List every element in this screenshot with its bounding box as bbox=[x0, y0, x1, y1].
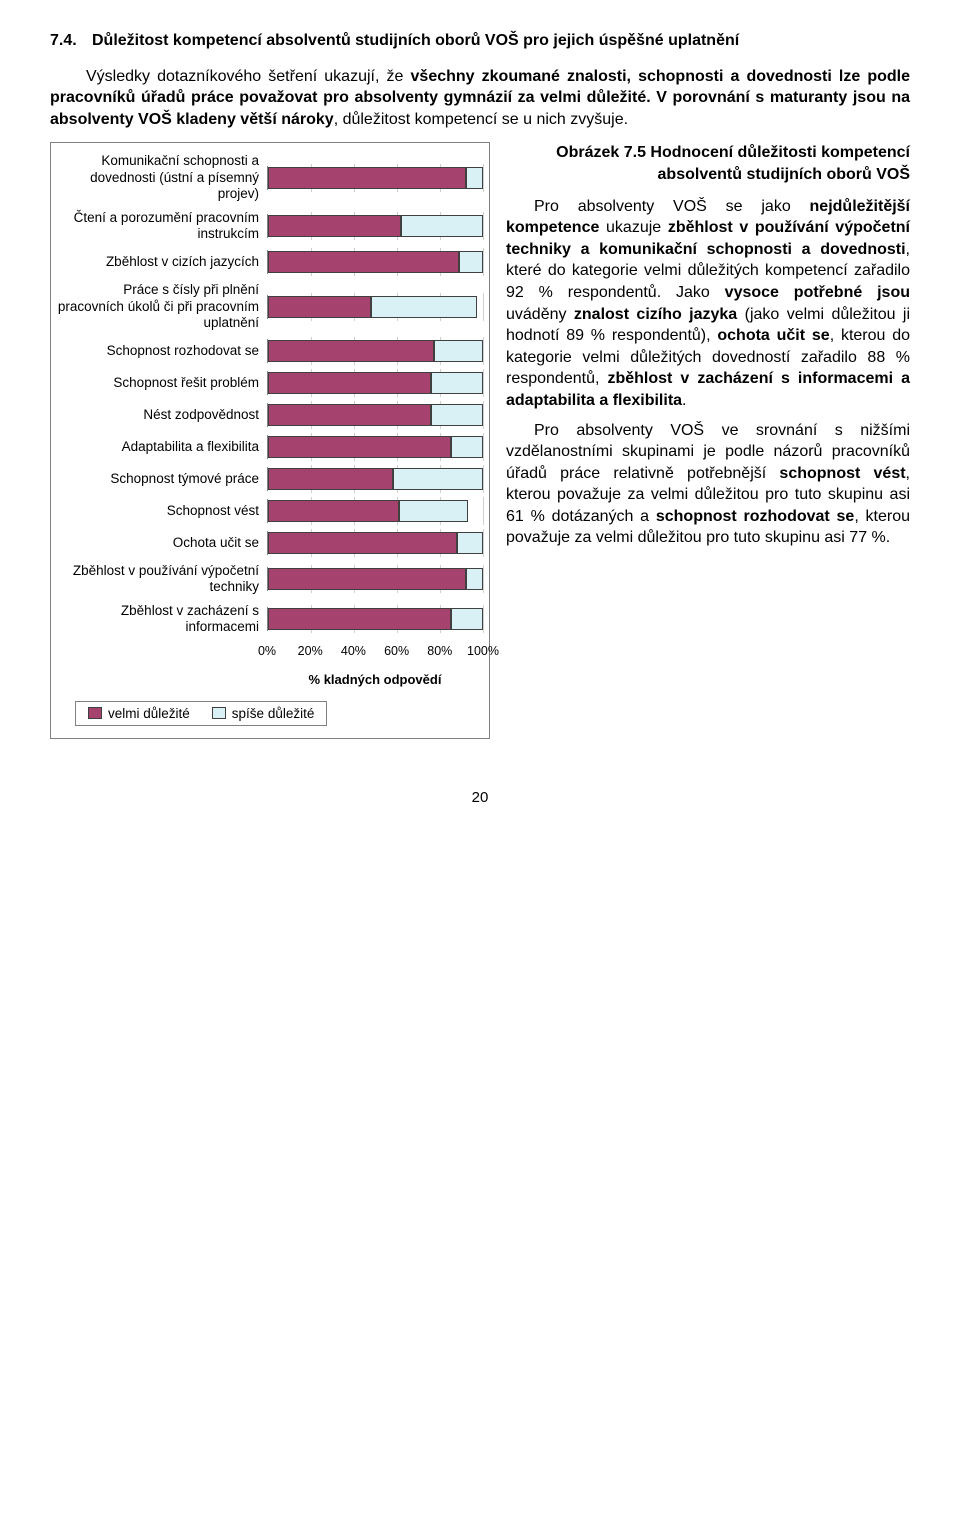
chart-row: Zběhlost v cizích jazycích bbox=[57, 250, 483, 274]
bar-segment-rather-important bbox=[431, 372, 483, 394]
chart-bar-label: Nést zodpovědnost bbox=[57, 407, 267, 423]
bar-segment-very-important bbox=[268, 532, 457, 554]
bar-segment-very-important bbox=[268, 568, 466, 590]
bar-segment-very-important bbox=[268, 340, 434, 362]
bar-segment-rather-important bbox=[393, 468, 483, 490]
chart-bar-label: Schopnost vést bbox=[57, 503, 267, 519]
axis-tick-label: 100% bbox=[467, 644, 499, 658]
bar-track bbox=[267, 435, 483, 459]
chart-row: Komunikační schopnosti a dovednosti (úst… bbox=[57, 153, 483, 202]
bar-segment-very-important bbox=[268, 608, 451, 630]
bar-track bbox=[267, 250, 483, 274]
bar-segment-rather-important bbox=[457, 532, 483, 554]
chart-legend: velmi důležité spíše důležité bbox=[57, 701, 483, 726]
page-number: 20 bbox=[50, 789, 910, 806]
legend-label: velmi důležité bbox=[108, 706, 190, 721]
chart-bar-label: Ochota učit se bbox=[57, 535, 267, 551]
chart-bar-label: Zběhlost v cizích jazycích bbox=[57, 254, 267, 270]
x-axis: 0%20%40%60%80%100% bbox=[267, 644, 483, 662]
body-paragraph-2: Pro absolventy VOŠ ve srovnání s nižšími… bbox=[506, 420, 910, 550]
chart-row: Čtení a porozumění pracovním instrukcím bbox=[57, 210, 483, 242]
chart-bar-label: Komunikační schopnosti a dovednosti (úst… bbox=[57, 153, 267, 202]
bar-track bbox=[267, 295, 483, 319]
bar-segment-very-important bbox=[268, 251, 459, 273]
chart-row: Schopnost rozhodovat se bbox=[57, 339, 483, 363]
bar-track bbox=[267, 499, 483, 523]
chart-bars: Komunikační schopnosti a dovednosti (úst… bbox=[57, 153, 483, 635]
bar-segment-very-important bbox=[268, 167, 466, 189]
x-axis-title: % kladných odpovědí bbox=[267, 672, 483, 687]
legend-swatch bbox=[212, 707, 226, 719]
bar-track bbox=[267, 339, 483, 363]
chart-row: Zběhlost v zacházení s informacemi bbox=[57, 603, 483, 635]
chart-bar-label: Čtení a porozumění pracovním instrukcím bbox=[57, 210, 267, 242]
bar-segment-very-important bbox=[268, 404, 431, 426]
chart-bar-label: Schopnost řešit problém bbox=[57, 375, 267, 391]
chart-row: Schopnost týmové práce bbox=[57, 467, 483, 491]
legend-swatch bbox=[88, 707, 102, 719]
bar-segment-very-important bbox=[268, 296, 371, 318]
chart-bar-label: Zběhlost v používání výpočetní techniky bbox=[57, 563, 267, 595]
bar-track bbox=[267, 567, 483, 591]
bar-segment-rather-important bbox=[459, 251, 483, 273]
chart-row: Práce s čísly při plnění pracovních úkol… bbox=[57, 282, 483, 331]
legend-item: velmi důležité bbox=[88, 706, 190, 721]
intro-paragraph: Výsledky dotazníkového šetření ukazují, … bbox=[50, 66, 910, 131]
chart-container: Komunikační schopnosti a dovednosti (úst… bbox=[50, 142, 490, 738]
bar-segment-very-important bbox=[268, 468, 393, 490]
section-heading: 7.4. Důležitost kompetencí absolventů st… bbox=[50, 30, 910, 52]
bar-track bbox=[267, 166, 483, 190]
chart-row: Ochota učit se bbox=[57, 531, 483, 555]
chart-bar-label: Schopnost týmové práce bbox=[57, 471, 267, 487]
chart-bar-label: Schopnost rozhodovat se bbox=[57, 343, 267, 359]
bar-segment-rather-important bbox=[399, 500, 468, 522]
bar-segment-rather-important bbox=[431, 404, 483, 426]
chart-row: Schopnost řešit problém bbox=[57, 371, 483, 395]
heading-text: Důležitost kompetencí absolventů studijn… bbox=[92, 30, 910, 52]
bar-track bbox=[267, 607, 483, 631]
bar-segment-rather-important bbox=[371, 296, 476, 318]
content-row: Komunikační schopnosti a dovednosti (úst… bbox=[50, 142, 910, 738]
axis-tick-label: 0% bbox=[258, 644, 276, 658]
text-column: Obrázek 7.5 Hodnocení důležitosti kompet… bbox=[506, 142, 910, 557]
bar-track bbox=[267, 467, 483, 491]
bar-segment-very-important bbox=[268, 372, 431, 394]
chart-bar-label: Zběhlost v zacházení s informacemi bbox=[57, 603, 267, 635]
chart-bar-label: Práce s čísly při plnění pracovních úkol… bbox=[57, 282, 267, 331]
legend-label: spíše důležité bbox=[232, 706, 315, 721]
bar-track bbox=[267, 403, 483, 427]
chart-axis: 0%20%40%60%80%100% bbox=[57, 644, 483, 662]
body-paragraph-1: Pro absolventy VOŠ se jako nejdůležitějš… bbox=[506, 196, 910, 412]
bar-segment-rather-important bbox=[466, 568, 483, 590]
axis-tick-label: 80% bbox=[427, 644, 452, 658]
bar-segment-very-important bbox=[268, 215, 401, 237]
chart-row: Adaptabilita a flexibilita bbox=[57, 435, 483, 459]
chart-row: Schopnost vést bbox=[57, 499, 483, 523]
axis-tick-label: 60% bbox=[384, 644, 409, 658]
chart-row: Nést zodpovědnost bbox=[57, 403, 483, 427]
axis-tick-label: 20% bbox=[298, 644, 323, 658]
bar-segment-rather-important bbox=[451, 608, 483, 630]
bar-track bbox=[267, 531, 483, 555]
bar-segment-rather-important bbox=[466, 167, 483, 189]
heading-number: 7.4. bbox=[50, 30, 92, 52]
axis-tick-label: 40% bbox=[341, 644, 366, 658]
bar-track bbox=[267, 371, 483, 395]
bar-track bbox=[267, 214, 483, 238]
figure-caption: Obrázek 7.5 Hodnocení důležitosti kompet… bbox=[506, 142, 910, 185]
bar-segment-rather-important bbox=[451, 436, 483, 458]
bar-segment-very-important bbox=[268, 436, 451, 458]
chart-row: Zběhlost v používání výpočetní techniky bbox=[57, 563, 483, 595]
bar-segment-rather-important bbox=[434, 340, 483, 362]
bar-segment-very-important bbox=[268, 500, 399, 522]
bar-segment-rather-important bbox=[401, 215, 483, 237]
chart-bar-label: Adaptabilita a flexibilita bbox=[57, 439, 267, 455]
legend-item: spíše důležité bbox=[212, 706, 315, 721]
